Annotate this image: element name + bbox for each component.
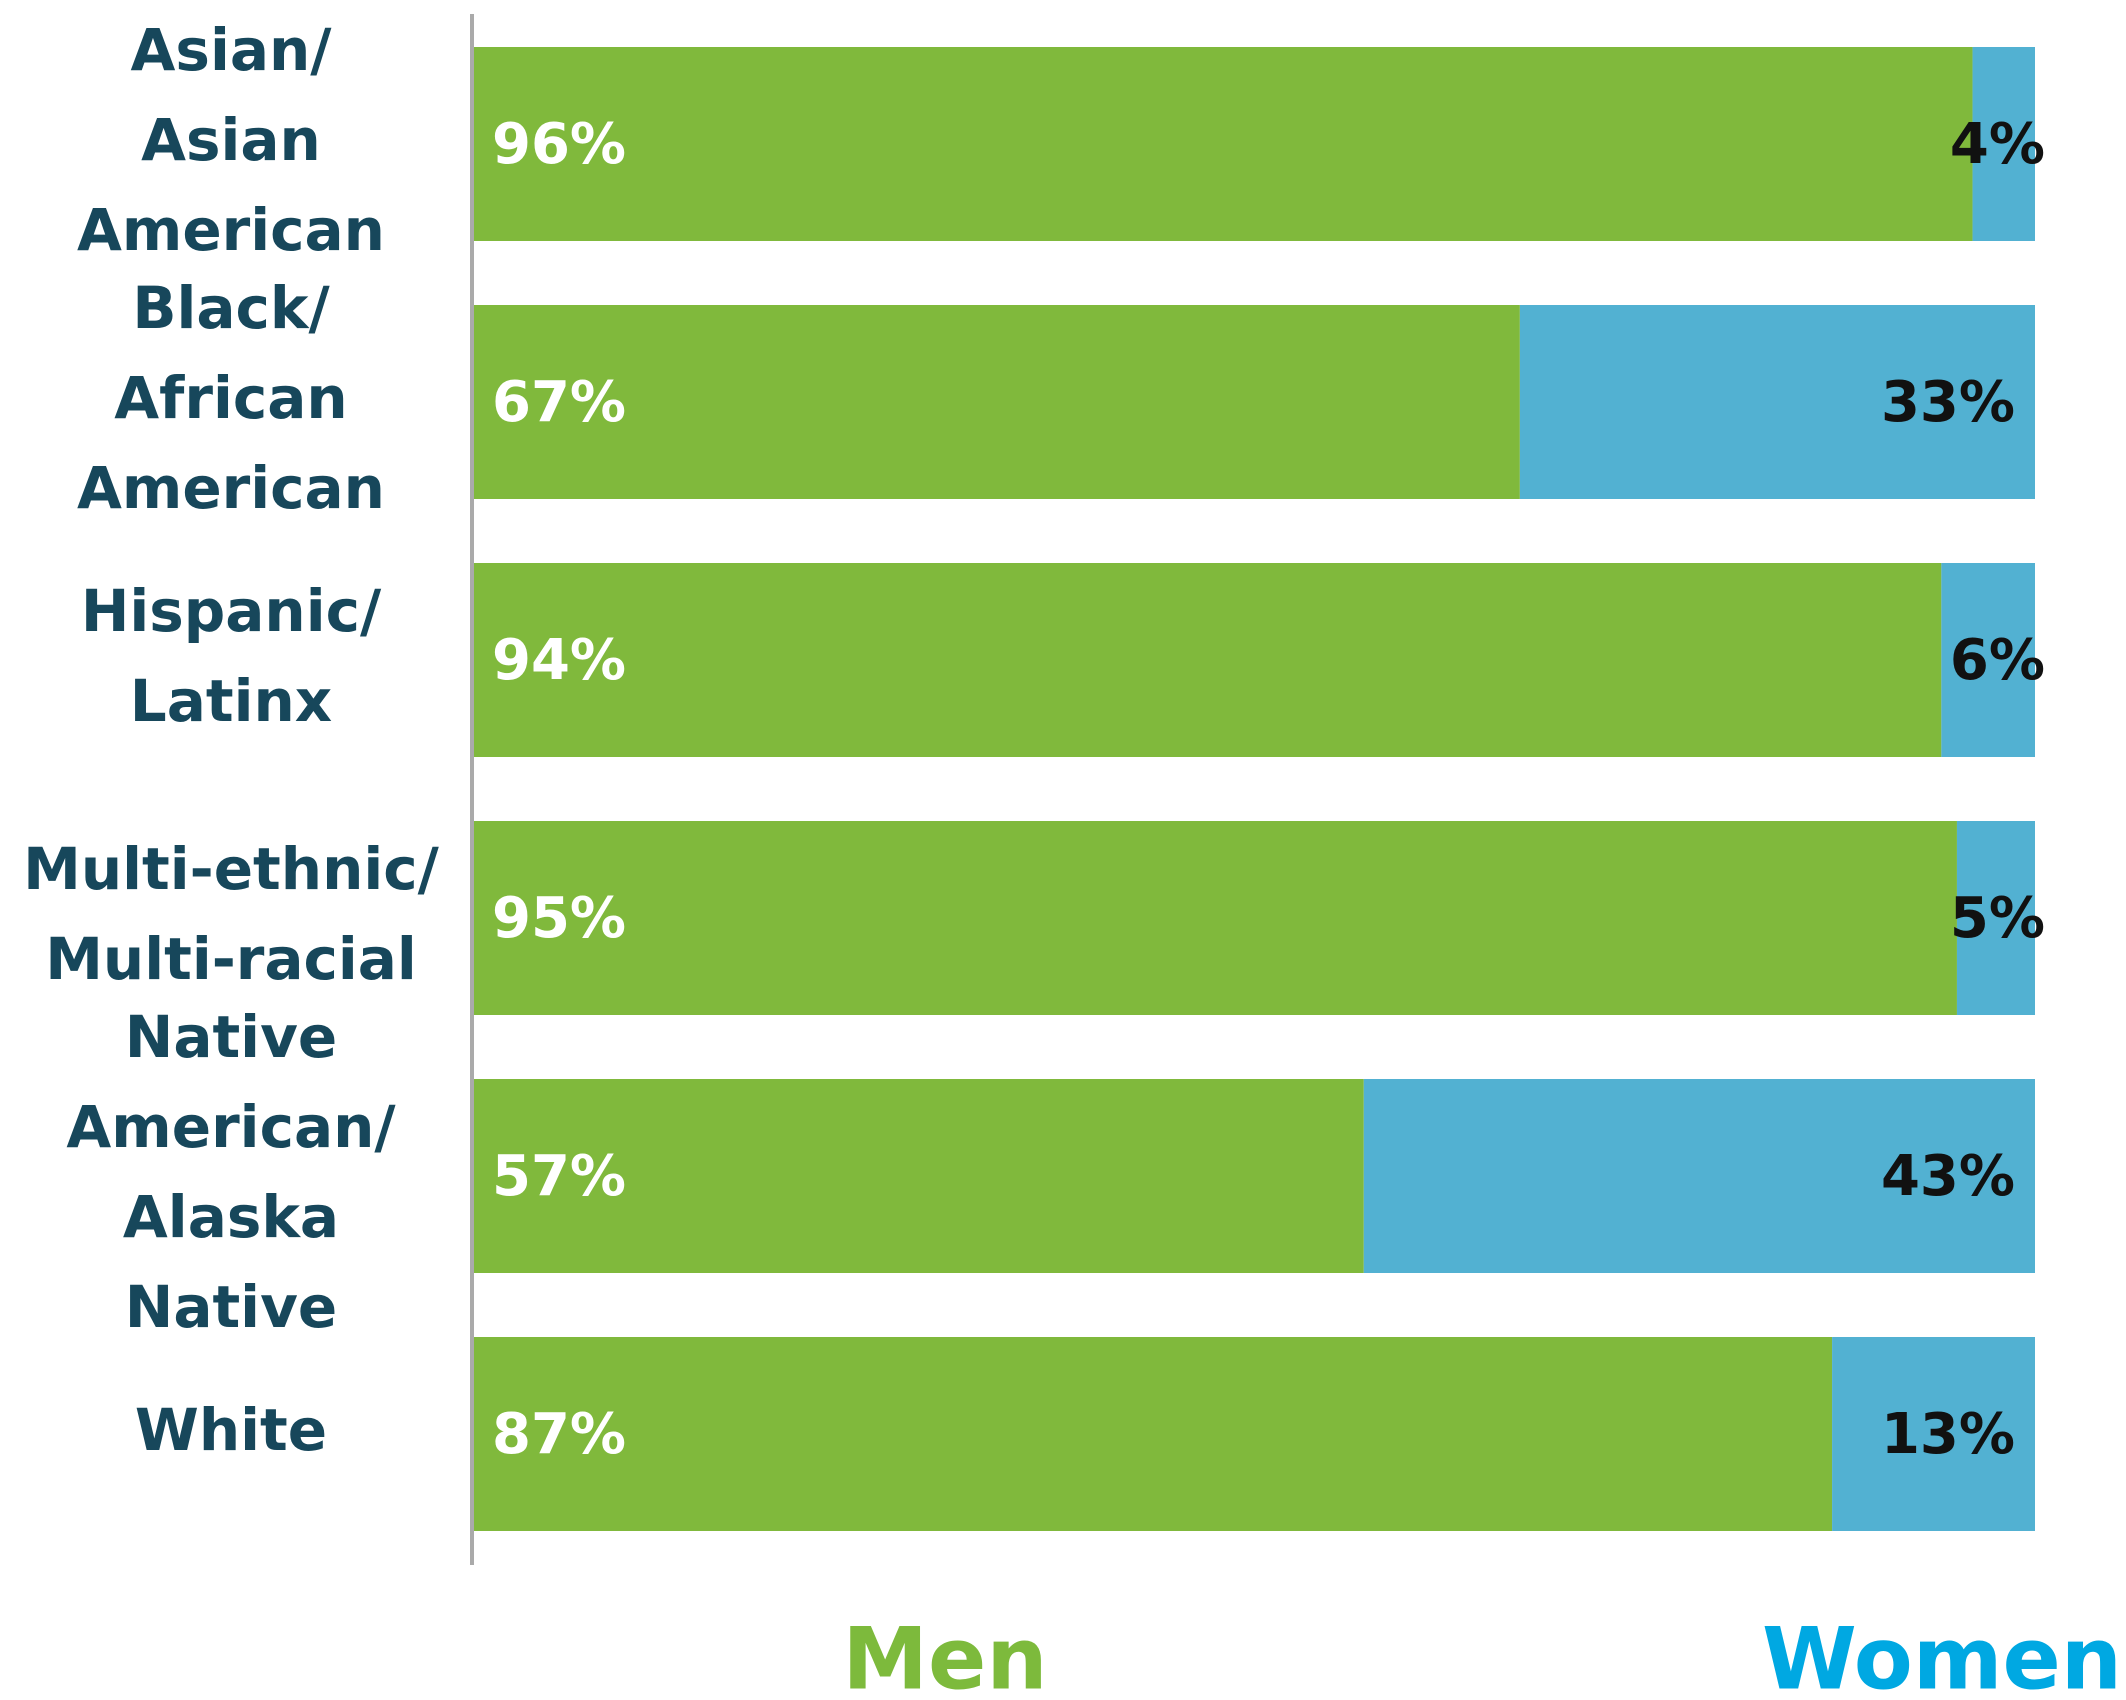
- value-label: 94%: [492, 628, 626, 693]
- value-label: 43%: [1881, 1144, 2015, 1209]
- bar-segment: [474, 1337, 1833, 1531]
- value-label: 57%: [492, 1144, 626, 1209]
- bar-segment: [474, 821, 1957, 1015]
- bar-segment: [1363, 1079, 2035, 1273]
- legend-entry: Men: [842, 1609, 1047, 1700]
- category-label: Native American/Alaska Native: [66, 1003, 396, 1341]
- value-label: 4%: [1950, 112, 2045, 177]
- value-label: 33%: [1881, 370, 2015, 435]
- value-label: 6%: [1950, 628, 2045, 693]
- bar-segment: [1519, 305, 2035, 499]
- bar-segment: [474, 47, 1973, 241]
- category-label: Asian/Asian American: [77, 16, 385, 264]
- bar-segment: [1972, 47, 2035, 241]
- value-label: 95%: [492, 886, 626, 951]
- bar-segment: [1832, 1337, 2035, 1531]
- value-label: 13%: [1881, 1402, 2015, 1467]
- bar-segment: [474, 563, 1942, 757]
- bar-segment: [474, 305, 1520, 499]
- bar-segment: [1956, 821, 2035, 1015]
- value-label: 87%: [492, 1402, 626, 1467]
- value-label: 67%: [492, 370, 626, 435]
- category-label: White: [135, 1396, 327, 1464]
- value-label: 96%: [492, 112, 626, 177]
- category-label: Hispanic/Latinx: [81, 577, 382, 735]
- value-label: 5%: [1950, 886, 2045, 951]
- category-label: Multi-ethnic/Multi-racial: [23, 835, 439, 993]
- legend-entry: Women: [1762, 1609, 2122, 1700]
- bar-segment: [474, 1079, 1364, 1273]
- category-label: Black/African American: [77, 274, 385, 522]
- bar-segment: [1941, 563, 2035, 757]
